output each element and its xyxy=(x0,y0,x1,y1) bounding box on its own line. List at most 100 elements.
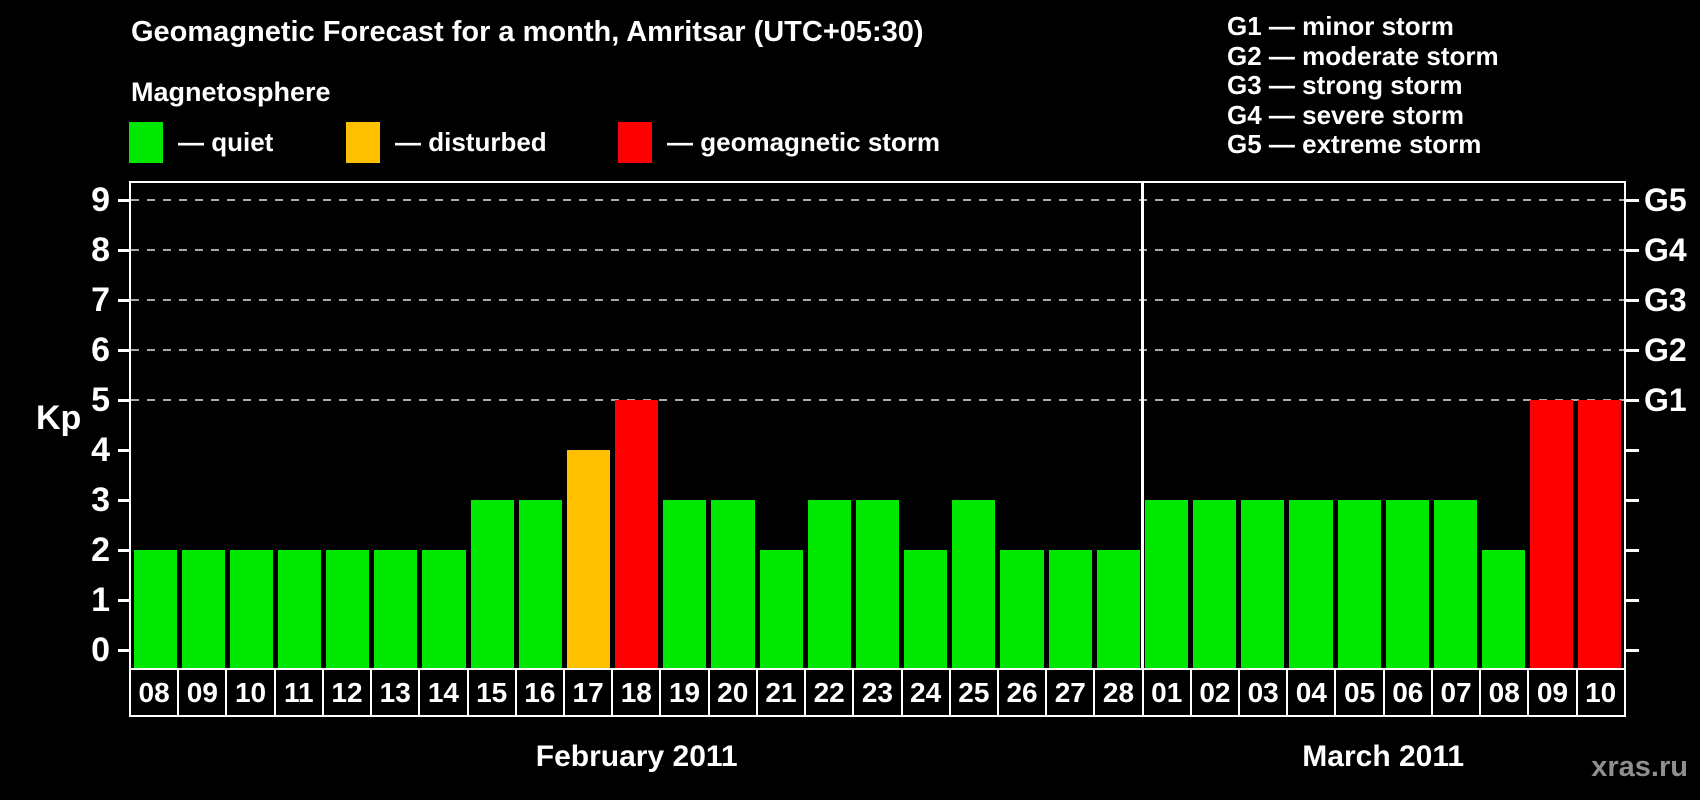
y-tick-mark xyxy=(118,548,131,552)
date-label: 04 xyxy=(1286,668,1337,717)
date-label: 06 xyxy=(1382,668,1433,717)
y-tick-mark xyxy=(118,448,131,452)
kp-bar xyxy=(1482,550,1526,668)
date-label: 08 xyxy=(129,668,180,717)
gridline xyxy=(131,249,1624,251)
g-tick-mark xyxy=(1626,598,1639,602)
date-label: 09 xyxy=(177,668,228,717)
y-tick-label: 1 xyxy=(91,581,110,619)
kp-bar xyxy=(566,450,611,668)
kp-bar xyxy=(1530,400,1574,668)
g-tick-label: G2 xyxy=(1644,332,1687,368)
kp-bar xyxy=(133,550,177,668)
date-label: 16 xyxy=(514,668,565,717)
kp-bar xyxy=(663,500,707,668)
y-tick-label: 9 xyxy=(91,181,110,219)
month-separator xyxy=(1140,183,1144,668)
date-label: 18 xyxy=(611,668,662,717)
kp-bar xyxy=(181,550,225,668)
g-tick-label: G1 xyxy=(1644,382,1687,418)
legend-item-label: — disturbed xyxy=(395,127,547,157)
y-tick-label: 0 xyxy=(91,631,110,669)
legend-item-quiet: — quiet xyxy=(129,122,273,163)
g-tick-mark xyxy=(1626,448,1639,452)
y-tick-mark xyxy=(118,498,131,502)
date-row: 08 09 10 11 12 13 14 15 16 17 18 19 20 21 22 23 24 25 26 27… xyxy=(129,668,1626,717)
kp-bar xyxy=(1144,500,1189,668)
kp-bar xyxy=(518,500,562,668)
kp-bar xyxy=(615,400,659,668)
kp-bar xyxy=(1385,500,1429,668)
month-label: March 2011 xyxy=(1302,740,1465,773)
g-scale-legend-item: G1 — minor storm xyxy=(1227,11,1454,41)
date-label: 01 xyxy=(1141,668,1192,717)
date-label: 22 xyxy=(804,668,855,717)
date-label: 05 xyxy=(1334,668,1385,717)
g-tick-label: G4 xyxy=(1644,232,1687,268)
kp-bar xyxy=(855,500,900,668)
date-label: 03 xyxy=(1238,668,1289,717)
date-label: 23 xyxy=(852,668,903,717)
y-tick-label: 7 xyxy=(91,281,110,319)
g-tick-mark xyxy=(1626,248,1639,252)
legend-item-storm: — geomagnetic storm xyxy=(618,122,940,163)
g-tick-mark xyxy=(1626,398,1639,402)
kp-bar xyxy=(1433,500,1477,668)
date-label: 21 xyxy=(755,668,807,717)
date-label: 15 xyxy=(466,668,517,717)
legend-title: Magnetosphere xyxy=(131,77,331,107)
legend-item-disturbed: — disturbed xyxy=(346,122,547,163)
date-label: 24 xyxy=(900,668,951,717)
date-label: 17 xyxy=(562,668,614,717)
date-label: 10 xyxy=(1575,668,1626,717)
kp-bar xyxy=(422,550,466,668)
y-tick-label: 6 xyxy=(91,331,110,369)
kp-bar xyxy=(470,500,514,668)
kp-bar xyxy=(904,550,948,668)
plot-area xyxy=(129,181,1626,670)
kp-bar xyxy=(374,550,418,668)
page-title: Geomagnetic Forecast for a month, Amrits… xyxy=(131,16,924,48)
g-tick-mark xyxy=(1626,498,1639,502)
y-tick-mark xyxy=(118,248,131,252)
legend-item-label: — geomagnetic storm xyxy=(667,127,941,157)
kp-bar xyxy=(759,550,803,668)
kp-bar xyxy=(277,550,322,668)
gridline xyxy=(131,299,1624,301)
kp-bar xyxy=(1578,400,1622,668)
y-tick-label: 5 xyxy=(91,381,110,419)
g-scale-legend: G1 — minor storm G2 — moderate storm G3 — … xyxy=(1227,11,1499,160)
y-tick-label: 3 xyxy=(91,481,110,519)
gridline xyxy=(131,349,1624,351)
y-tick-mark xyxy=(118,198,131,202)
disturbed-color-swatch xyxy=(346,122,380,163)
date-label: 28 xyxy=(1093,668,1144,717)
y-tick-label: 8 xyxy=(91,231,110,269)
g-tick-mark xyxy=(1626,548,1639,552)
legend-item-label: — quiet xyxy=(178,127,274,157)
kp-bar xyxy=(1048,550,1092,668)
kp-bar xyxy=(1096,550,1140,668)
y-tick-mark xyxy=(118,398,131,402)
kp-bar xyxy=(1000,550,1044,668)
g-tick-label: G5 xyxy=(1644,182,1687,218)
kp-bar xyxy=(1337,500,1381,668)
g-tick-mark xyxy=(1626,198,1639,202)
kp-bar xyxy=(807,500,851,668)
date-label: 13 xyxy=(370,668,421,717)
date-label: 20 xyxy=(707,668,758,717)
date-label: 14 xyxy=(418,668,469,717)
kp-bar xyxy=(1241,500,1285,668)
g-scale-legend-item: G4 — severe storm xyxy=(1227,99,1465,130)
date-label: 26 xyxy=(996,668,1048,717)
storm-color-swatch xyxy=(618,122,652,163)
y-tick-mark xyxy=(118,648,131,652)
date-label: 11 xyxy=(273,668,324,717)
kp-bar xyxy=(711,500,755,668)
g-tick-label: G3 xyxy=(1644,282,1687,318)
date-label: 25 xyxy=(948,668,999,717)
date-label: 27 xyxy=(1045,668,1096,717)
month-label: February 2011 xyxy=(535,740,738,773)
kp-bar xyxy=(952,500,996,668)
